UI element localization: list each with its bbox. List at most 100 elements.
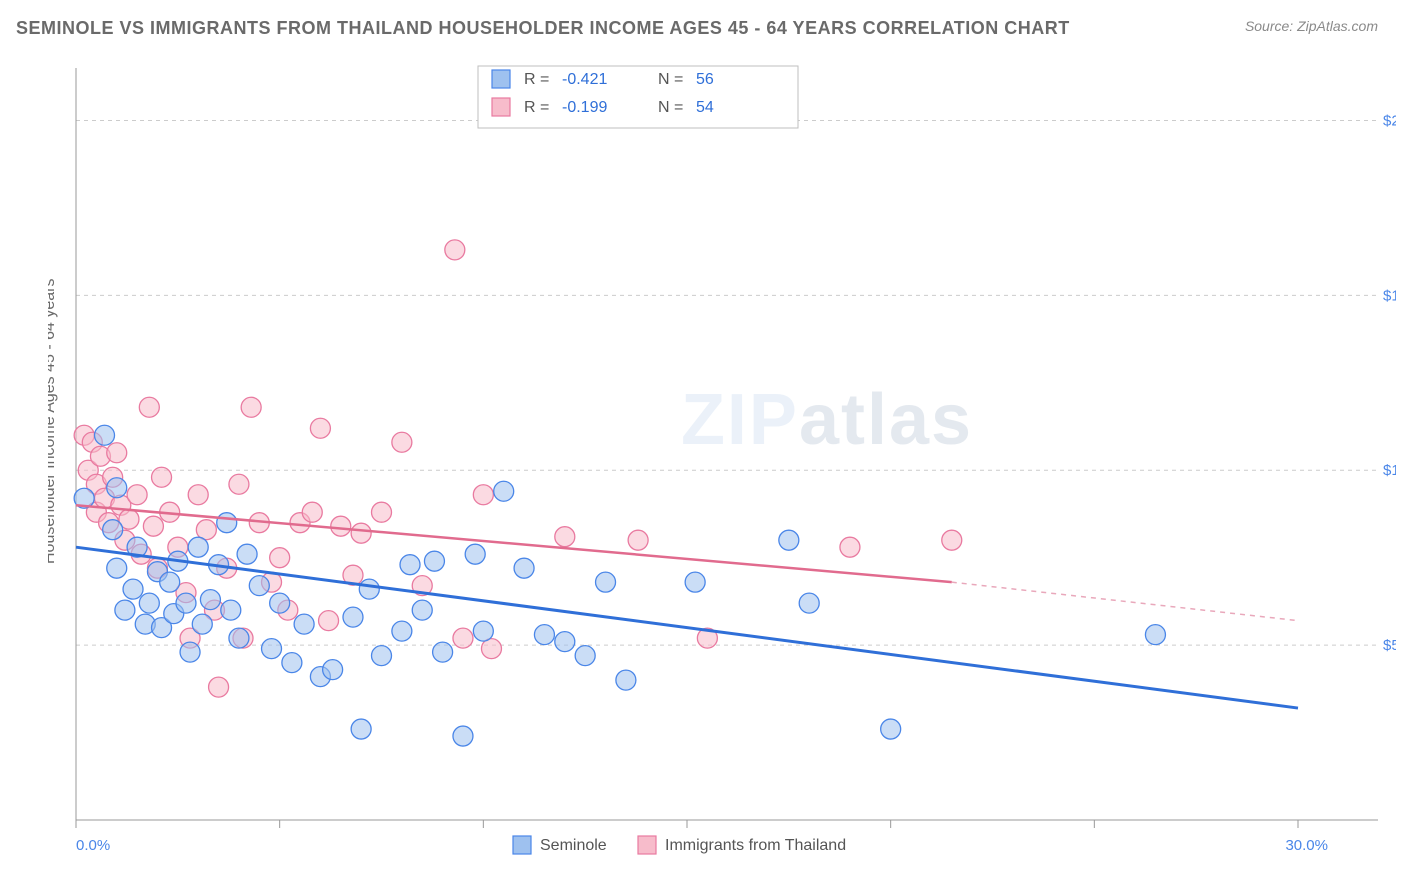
legend-label-pink: Immigrants from Thailand xyxy=(665,837,846,854)
data-point xyxy=(209,677,229,697)
data-point xyxy=(628,530,648,550)
data-point xyxy=(262,639,282,659)
trend-line-pink-dashed xyxy=(952,582,1298,620)
legend-swatch xyxy=(513,836,531,854)
data-point xyxy=(412,600,432,620)
data-point xyxy=(319,611,339,631)
legend-r-label: R = xyxy=(524,99,549,116)
data-point xyxy=(372,502,392,522)
data-point xyxy=(616,670,636,690)
data-point xyxy=(392,621,412,641)
data-point xyxy=(942,530,962,550)
data-point xyxy=(555,527,575,547)
legend-swatch xyxy=(492,98,510,116)
data-point xyxy=(445,240,465,260)
legend-n-label: N = xyxy=(658,99,683,116)
data-point xyxy=(180,642,200,662)
data-point xyxy=(685,572,705,592)
source-attribution: Source: ZipAtlas.com xyxy=(1245,18,1378,34)
data-point xyxy=(881,719,901,739)
data-point xyxy=(192,614,212,634)
legend-n-value: 54 xyxy=(696,99,714,116)
y-axis-label: Householder Income Ages 45 - 64 years xyxy=(48,279,58,565)
data-point xyxy=(453,726,473,746)
data-point xyxy=(107,443,127,463)
data-point xyxy=(323,660,343,680)
legend-r-value: -0.199 xyxy=(562,99,607,116)
trend-line-blue xyxy=(76,547,1298,708)
data-point xyxy=(139,593,159,613)
data-point xyxy=(799,593,819,613)
data-point xyxy=(143,516,163,536)
data-point xyxy=(123,579,143,599)
data-point xyxy=(1145,625,1165,645)
data-point xyxy=(596,572,616,592)
data-point xyxy=(176,593,196,613)
data-point xyxy=(400,555,420,575)
data-point xyxy=(424,551,444,571)
data-point xyxy=(343,607,363,627)
data-point xyxy=(217,513,237,533)
legend-swatch xyxy=(638,836,656,854)
data-point xyxy=(302,502,322,522)
data-point xyxy=(107,558,127,578)
data-point xyxy=(331,516,351,536)
legend-swatch xyxy=(492,70,510,88)
legend-n-value: 56 xyxy=(696,71,714,88)
data-point xyxy=(282,653,302,673)
data-point xyxy=(473,621,493,641)
data-point xyxy=(229,474,249,494)
data-point xyxy=(534,625,554,645)
data-point xyxy=(294,614,314,634)
chart-title: SEMINOLE VS IMMIGRANTS FROM THAILAND HOU… xyxy=(16,18,1070,39)
data-point xyxy=(555,632,575,652)
data-point xyxy=(103,520,123,540)
y-tick-label: $150,000 xyxy=(1383,287,1396,304)
data-point xyxy=(188,485,208,505)
data-point xyxy=(575,646,595,666)
data-point xyxy=(270,593,290,613)
legend-label-blue: Seminole xyxy=(540,837,607,854)
data-point xyxy=(115,600,135,620)
y-tick-label: $100,000 xyxy=(1383,462,1396,479)
data-point xyxy=(372,646,392,666)
data-point xyxy=(152,467,172,487)
data-point xyxy=(270,548,290,568)
data-point xyxy=(494,481,514,501)
data-point xyxy=(351,719,371,739)
data-point xyxy=(514,558,534,578)
data-point xyxy=(453,628,473,648)
y-tick-label: $50,000 xyxy=(1383,637,1396,654)
data-point xyxy=(229,628,249,648)
watermark: ZIPatlas xyxy=(681,380,973,460)
data-point xyxy=(241,397,261,417)
x-tick-label: 30.0% xyxy=(1285,837,1328,854)
data-point xyxy=(160,572,180,592)
data-point xyxy=(95,425,115,445)
data-point xyxy=(127,485,147,505)
data-point xyxy=(779,530,799,550)
data-point xyxy=(200,590,220,610)
data-point xyxy=(359,579,379,599)
data-point xyxy=(392,432,412,452)
data-point xyxy=(473,485,493,505)
data-point xyxy=(221,600,241,620)
legend-n-label: N = xyxy=(658,71,683,88)
scatter-chart: ZIPatlas $50,000 $100,000 $150,000 $200,000 0… xyxy=(48,60,1396,872)
data-point xyxy=(310,418,330,438)
legend-r-label: R = xyxy=(524,71,549,88)
data-point xyxy=(237,544,257,564)
legend-r-value: -0.421 xyxy=(562,71,607,88)
chart-container: ZIPatlas $50,000 $100,000 $150,000 $200,000 0… xyxy=(48,60,1396,872)
data-point xyxy=(840,537,860,557)
data-point xyxy=(139,397,159,417)
header: SEMINOLE VS IMMIGRANTS FROM THAILAND HOU… xyxy=(0,0,1406,47)
data-point xyxy=(107,478,127,498)
data-point xyxy=(249,576,269,596)
data-point xyxy=(465,544,485,564)
data-point xyxy=(351,523,371,543)
x-tick-label: 0.0% xyxy=(76,837,110,854)
y-tick-label: $200,000 xyxy=(1383,112,1396,129)
data-point xyxy=(433,642,453,662)
data-point xyxy=(188,537,208,557)
